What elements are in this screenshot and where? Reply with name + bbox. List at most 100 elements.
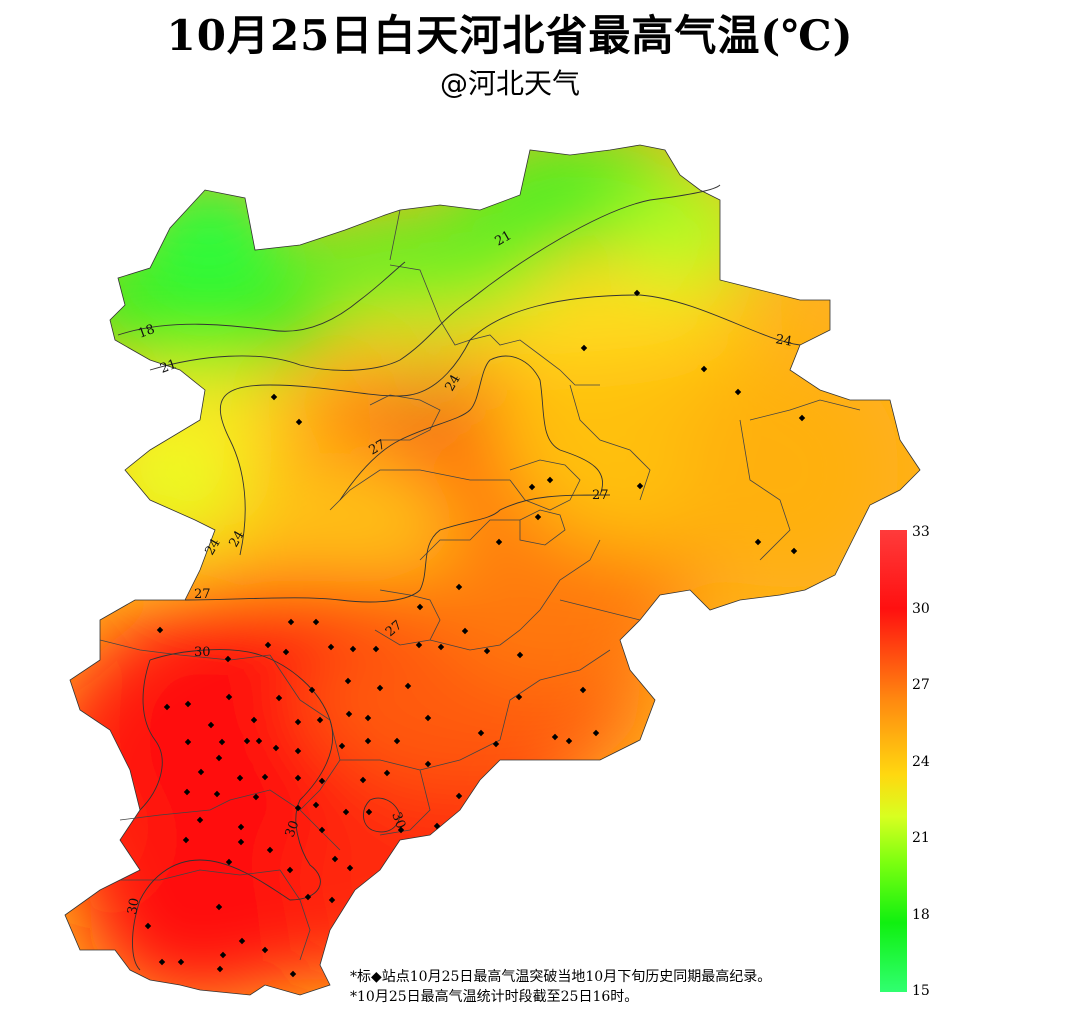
station-record-marker (372, 645, 380, 653)
station-record-marker (282, 648, 290, 656)
station-record-marker (393, 737, 401, 745)
page-title: 10月25日白天河北省最高气温(℃) (166, 11, 854, 60)
legend-tick: 21 (912, 830, 930, 846)
station-record-marker (312, 801, 320, 809)
station-markers (144, 289, 806, 978)
station-record-marker (700, 365, 708, 373)
contour-label: 24 (226, 528, 247, 550)
station-record-marker (424, 714, 432, 722)
contour-label: 21 (158, 357, 179, 377)
station-record-marker (243, 737, 251, 745)
station-record-marker (345, 710, 353, 718)
station-record-marker (207, 721, 215, 729)
station-record-marker (318, 777, 326, 785)
contour-label: 27 (367, 437, 389, 458)
isotherm-30-west (139, 659, 163, 811)
contour-label: 21 (493, 228, 515, 249)
station-record-marker (515, 693, 523, 701)
station-record-marker (416, 603, 424, 611)
isotherm-24 (220, 294, 801, 556)
isotherm-27 (184, 494, 611, 603)
station-record-marker (592, 729, 600, 737)
station-record-marker (342, 808, 350, 816)
station-record-marker (477, 729, 485, 737)
footnote-record: *标◆站点10月25日最高气温突破当地10月下旬历史同期最高纪录。 (350, 969, 772, 985)
station-record-marker (261, 946, 269, 954)
station-record-marker (286, 866, 294, 874)
station-record-marker (492, 740, 500, 748)
station-record-marker (433, 822, 441, 830)
station-record-marker (156, 626, 164, 634)
station-record-marker (197, 768, 205, 776)
station-record-marker (424, 760, 432, 768)
contour-label: 30 (194, 645, 211, 660)
station-record-marker (316, 716, 324, 724)
station-record-marker (364, 714, 372, 722)
station-record-marker (289, 970, 297, 978)
station-record-marker (272, 744, 280, 752)
station-record-marker (264, 641, 272, 649)
station-record-marker (308, 686, 316, 694)
station-record-marker (224, 655, 232, 663)
station-record-marker (633, 289, 641, 297)
station-record-marker (255, 737, 263, 745)
contour-label: 18 (136, 322, 157, 342)
station-record-marker (437, 643, 445, 651)
station-record-marker (213, 790, 221, 798)
station-record-marker (455, 792, 463, 800)
station-record-marker (184, 700, 192, 708)
station-record-marker (383, 769, 391, 777)
legend-tick: 33 (912, 524, 930, 540)
station-record-marker (565, 737, 573, 745)
station-record-marker (346, 864, 354, 872)
station-record-marker (534, 513, 542, 521)
legend-colorbar (880, 530, 907, 992)
station-record-marker (237, 823, 245, 831)
legend-tick: 30 (912, 601, 930, 617)
contour-label: 24 (774, 332, 793, 350)
station-record-marker (270, 393, 278, 401)
station-record-marker (580, 344, 588, 352)
station-record-marker (304, 893, 312, 901)
contour-label: 30 (125, 897, 143, 916)
station-record-marker (455, 583, 463, 591)
contour-label: 24 (442, 372, 463, 394)
station-record-marker (528, 483, 536, 491)
station-record-marker (184, 738, 192, 746)
station-record-marker (261, 773, 269, 781)
station-record-marker (294, 747, 302, 755)
station-record-marker (238, 937, 246, 945)
station-record-marker (331, 855, 339, 863)
isotherm-21 (149, 184, 721, 371)
station-record-marker (237, 838, 245, 846)
legend-tick: 27 (912, 677, 930, 693)
station-record-marker (790, 547, 798, 555)
legend-tick: 15 (912, 983, 930, 999)
station-record-marker (183, 788, 191, 796)
contour-label: 24 (202, 536, 223, 558)
contour-label: 27 (592, 488, 609, 503)
station-record-marker (364, 737, 372, 745)
station-record-marker (495, 538, 503, 546)
station-record-marker (483, 647, 491, 655)
station-record-marker (225, 858, 233, 866)
station-record-marker (158, 958, 166, 966)
station-record-marker (312, 618, 320, 626)
isotherm-30-east (363, 797, 401, 833)
station-record-marker (215, 903, 223, 911)
station-record-marker (225, 693, 233, 701)
station-record-marker (182, 836, 190, 844)
station-record-marker (349, 645, 357, 653)
station-record-marker (551, 733, 559, 741)
station-record-marker (318, 826, 326, 834)
isotherm-lines (117, 184, 801, 971)
station-record-marker (219, 951, 227, 959)
station-record-marker (798, 414, 806, 422)
legend-tick: 24 (912, 754, 930, 770)
station-record-marker (734, 388, 742, 396)
county-boundaries (99, 209, 861, 961)
station-record-marker (397, 826, 405, 834)
